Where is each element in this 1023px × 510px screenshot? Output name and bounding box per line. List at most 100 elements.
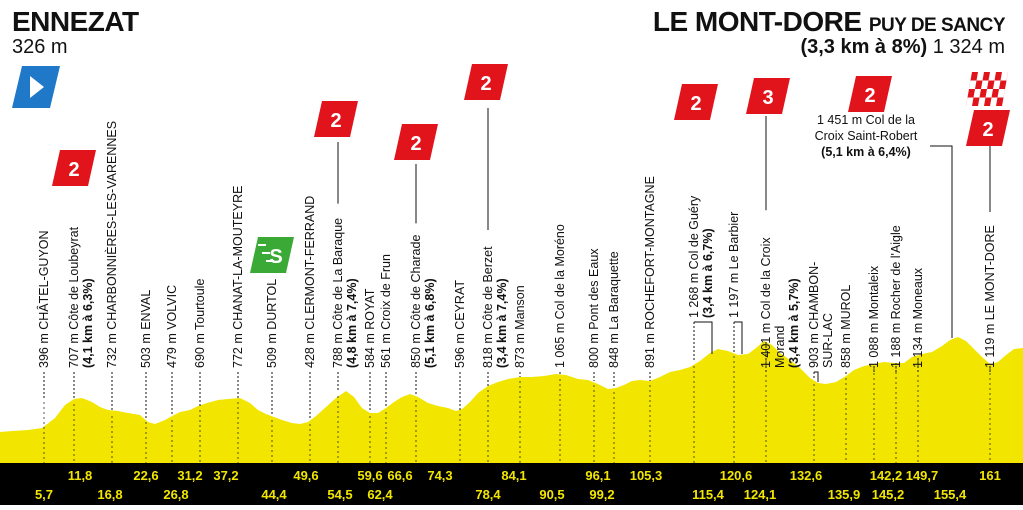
svg-text:2: 2 [690, 93, 701, 115]
climb-stats: (4,8 km à 7,4%) [345, 278, 359, 368]
finish-summit-name: PUY DE SANCY [868, 15, 1006, 36]
climb-stats: (3,4 km à 7,4%) [495, 278, 509, 368]
waypoint-label: 428 m CLERMONT-FERRAND [303, 196, 317, 368]
waypoint-label: 818 m Côte de Berzet (3,4 km à 7,4%) [481, 246, 509, 368]
waypoint-label: 1 088 m Montaleix [867, 265, 881, 368]
waypoint-name: 428 m CLERMONT-FERRAND [303, 196, 317, 368]
km-marker: 135,9 [828, 487, 861, 502]
waypoint-name: 818 m Côte de Berzet [481, 246, 495, 368]
km-marker: 84,1 [501, 468, 526, 483]
saint-robert-line1: 1 451 m Col de la [817, 113, 915, 127]
waypoint-name: 772 m CHANAT-LA-MOUTEYRE [231, 186, 245, 368]
waypoint-label: 509 m DURTOL [265, 279, 279, 368]
waypoint-label: 903 m CHAMBON- SUR-LAC [807, 262, 835, 368]
svg-text:2: 2 [68, 159, 79, 181]
waypoint-name: 596 m CEYRAT [453, 280, 467, 368]
km-marker: 90,5 [539, 487, 564, 502]
km-marker: 105,3 [630, 468, 663, 483]
climb-category-icon: 2 [966, 110, 1010, 146]
climb-category-icon: 2 [314, 101, 358, 137]
waypoint-name: 1 119 m LE MONT-DORE [983, 225, 997, 368]
waypoint-name: 479 m VOLVIC [165, 285, 179, 368]
climb-stats: (3,4 km à 6,7%) [701, 228, 715, 318]
saint-robert-line3: (5,1 km à 6,4%) [821, 145, 911, 159]
sprint-icon: S [250, 237, 294, 273]
checkered-flag-icon [966, 72, 1008, 106]
waypoint-name: 1 134 m Moneaux [911, 267, 925, 368]
km-marker: 78,4 [475, 487, 501, 502]
start-town-name: ENNEZAT [12, 6, 139, 37]
waypoint-name: 707 m Côte de Loubeyrat [67, 226, 81, 368]
climb-category-icon: 2 [674, 84, 718, 120]
waypoint-label: 1 119 m LE MONT-DORE [983, 225, 997, 368]
waypoint-label: 596 m CEYRAT [453, 280, 467, 368]
waypoint-label: 396 m CHÂTEL-GUYON [36, 230, 51, 368]
waypoint-label: 584 m ROYAT [363, 288, 377, 368]
waypoint-label: 858 m MUROL [839, 285, 853, 368]
waypoint-label: 891 m ROCHEFORT-MONTAGNE [643, 176, 657, 368]
waypoint-name: 1 197 m Le Barbier [727, 212, 741, 318]
saint-robert-line2: Croix Saint-Robert [815, 129, 918, 143]
svg-text:S: S [269, 246, 282, 268]
km-marker: 31,2 [177, 468, 202, 483]
climb-category-icon: 2 [394, 124, 438, 160]
km-marker: 16,8 [97, 487, 122, 502]
finish-title: LE MONT-DORE PUY DE SANCY [652, 6, 1006, 38]
start-altitude: 326 m [12, 36, 68, 58]
km-marker: 26,8 [163, 487, 188, 502]
waypoint-label: 772 m CHANAT-LA-MOUTEYRE [231, 186, 245, 368]
waypoint-label: 561 m Croix de Frun [379, 254, 393, 368]
waypoint-name: 1 401 m Col de la Croix [759, 237, 773, 368]
svg-text:2: 2 [480, 73, 491, 95]
km-marker: 120,6 [720, 468, 753, 483]
km-marker: 96,1 [585, 468, 610, 483]
waypoint-label: 850 m Côte de Charade (5,1 km à 6,8%) [409, 235, 437, 368]
svg-text:2: 2 [410, 133, 421, 155]
km-marker: 161 [979, 468, 1001, 483]
svg-text:2: 2 [330, 110, 341, 132]
waypoint-label: 1 197 m Le Barbier [727, 212, 741, 318]
waypoint-label: 848 m La Baraquette [607, 251, 621, 368]
km-marker: 37,2 [213, 468, 238, 483]
waypoint-name: 1 188 m Rocher de l'Aigle [889, 225, 903, 368]
km-marker: 22,6 [133, 468, 158, 483]
waypoint-name: 1 268 m Col de Guéry [687, 195, 701, 318]
waypoint-name: 1 065 m Col de la Moréno [553, 224, 567, 368]
km-marker: 149,7 [906, 468, 939, 483]
waypoint-name: 891 m ROCHEFORT-MONTAGNE [643, 176, 657, 368]
waypoint-label: 1 268 m Col de Guéry (3,4 km à 6,7%) [687, 195, 715, 318]
km-marker: 11,8 [68, 468, 93, 483]
climb-stats: (5,1 km à 6,8%) [423, 278, 437, 368]
finish-town-name: LE MONT-DORE [652, 6, 862, 37]
waypoint-name: 850 m Côte de Charade [409, 235, 423, 368]
km-marker: 59,6 [357, 468, 382, 483]
waypoint-name: 903 m CHAMBON- [807, 262, 821, 368]
waypoint-name: 396 m CHÂTEL-GUYON [36, 230, 51, 368]
km-marker: 115,4 [692, 487, 725, 502]
finish-altitude: 1 324 m [932, 36, 1005, 58]
svg-text:2: 2 [864, 85, 875, 107]
km-marker: 124,1 [744, 487, 777, 502]
finish-header: LE MONT-DORE PUY DE SANCY (3,3 km à 8%) … [652, 6, 1006, 59]
waypoint-label: 873 m Manson [513, 285, 527, 368]
waypoint-label: 732 m CHARBONNIÈRES-LES-VARENNES [104, 121, 119, 368]
finish-climb-stats: (3,3 km à 8%) [800, 36, 928, 58]
svg-text:2: 2 [982, 119, 993, 141]
waypoint-name: 1 088 m Montaleix [867, 265, 881, 368]
waypoint-name: 800 m Pont des Eaux [587, 248, 601, 368]
km-bar [0, 463, 1023, 505]
climb-stats: (3,4 km à 5,7%) [787, 278, 801, 368]
climb-category-icon: 3 [746, 78, 790, 114]
km-marker: 99,2 [589, 487, 614, 502]
waypoint-name: 503 m ENVAL [139, 290, 153, 368]
waypoint-name: 561 m Croix de Frun [379, 254, 393, 368]
km-marker: 62,4 [367, 487, 393, 502]
km-marker: 66,6 [387, 468, 412, 483]
waypoint-label: 800 m Pont des Eaux [587, 248, 601, 368]
waypoint-label: 1 188 m Rocher de l'Aigle [889, 225, 903, 368]
waypoint-name: 584 m ROYAT [363, 288, 377, 368]
waypoint-label: 788 m Côte de La Baraque (4,8 km à 7,4%) [331, 218, 359, 368]
col-croix-saint-robert-annotation: 1 451 m Col de la Croix Saint-Robert (5,… [815, 113, 918, 159]
km-marker: 74,3 [427, 468, 452, 483]
